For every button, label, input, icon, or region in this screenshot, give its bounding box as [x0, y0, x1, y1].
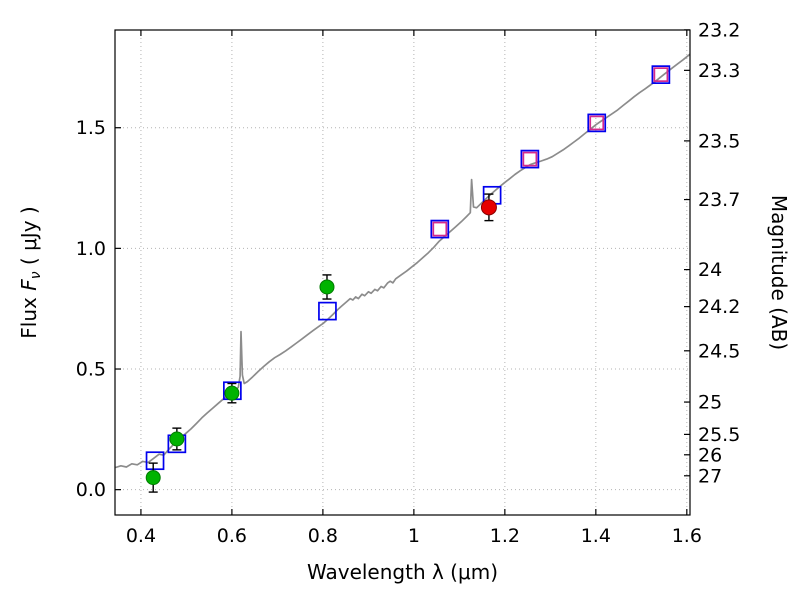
x-tick-label: 1.6 — [672, 525, 702, 547]
y-right-tick-label: 27 — [698, 465, 722, 487]
y-right-tick-label: 24 — [698, 259, 722, 281]
y-right-tick-label: 24.5 — [698, 340, 740, 362]
y-left-tick-label: 0.0 — [76, 479, 106, 501]
y-right-tick-label: 23.3 — [698, 60, 740, 82]
x-tick-label: 0.8 — [308, 525, 338, 547]
y-right-tick-label: 23.2 — [698, 19, 740, 41]
y-right-tick-label: 25.5 — [698, 424, 740, 446]
x-tick-label: 1.2 — [490, 525, 520, 547]
model-photometry-magenta-squares — [432, 67, 669, 237]
x-tick-label: 0.6 — [217, 525, 247, 547]
y-right-tick-label: 23.7 — [698, 189, 740, 211]
y-right-tick-label: 24.2 — [698, 296, 740, 318]
observed-green-circles — [145, 274, 335, 493]
x-axis-label: Wavelength λ (μm) — [307, 560, 498, 584]
plot-frame — [114, 29, 691, 516]
y-right-axis-label: Magnitude (AB) — [767, 195, 791, 350]
x-tick-label: 1 — [408, 525, 420, 547]
observed-red-circle — [480, 193, 497, 222]
axis-ticks: 0.4 0.6 0.8 1 1.2 1.4 1.6 0.0 0.5 1.0 1.5 23.2 23.3 2… — [76, 19, 741, 547]
y-right-tick-label: 26 — [698, 444, 722, 466]
y-left-axis-label: Flux Fν ( μJy ) — [17, 206, 44, 338]
y-left-tick-label: 1.5 — [76, 117, 106, 139]
y-left-tick-label: 1.0 — [76, 238, 106, 260]
x-tick-label: 1.4 — [581, 525, 611, 547]
y-right-tick-label: 25 — [698, 392, 722, 414]
y-right-tick-label: 23.5 — [698, 130, 740, 152]
y-left-tick-label: 0.5 — [76, 359, 106, 381]
x-tick-label: 0.4 — [126, 525, 156, 547]
axis-labels: Wavelength λ (μm) Flux Fν ( μJy ) Magnitud… — [17, 195, 791, 584]
